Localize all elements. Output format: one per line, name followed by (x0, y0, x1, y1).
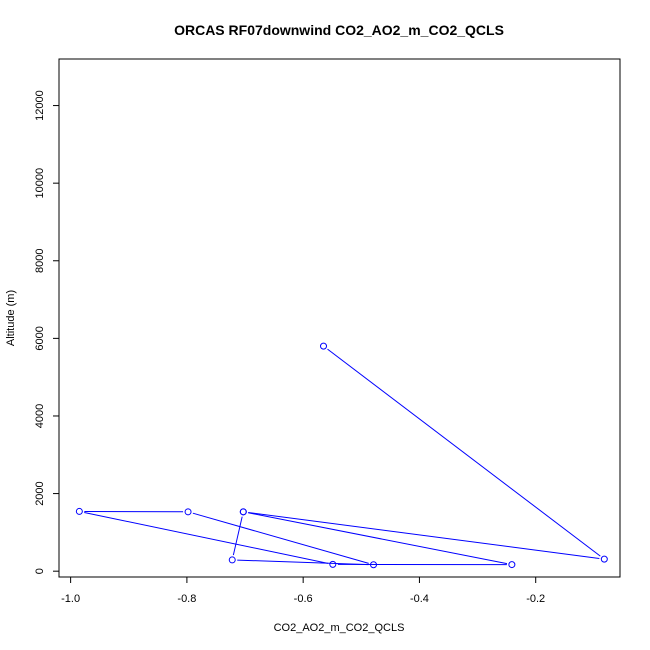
series-segment (248, 511, 600, 559)
series-segment (192, 512, 369, 564)
data-point (75, 507, 83, 515)
data-point (370, 561, 378, 569)
y-tick-label: 12000 (34, 90, 46, 121)
y-tick-label: 10000 (34, 168, 46, 199)
data-point (329, 560, 337, 568)
data-point (600, 555, 608, 563)
y-axis-label: Altitude (m) (5, 290, 17, 346)
x-tick-label: -0.4 (410, 593, 429, 605)
y-axis: 0 2000 4000 6000 8000 10000 12000 (34, 90, 60, 574)
y-tick-label: 6000 (34, 326, 46, 350)
series-segment (232, 516, 243, 556)
y-tick-label: 8000 (34, 249, 46, 273)
y-tick-label: 2000 (34, 481, 46, 505)
x-tick-label: -1.0 (61, 593, 80, 605)
data-point (508, 561, 516, 569)
chart-title: ORCAS RF07downwind CO2_AO2_m_CO2_QCLS (174, 22, 504, 38)
y-tick-label: 4000 (34, 404, 46, 428)
series-segment (248, 512, 508, 565)
x-axis: -1.0 -0.8 -0.6 -0.4 -0.2 (61, 576, 545, 605)
x-tick-label: -0.6 (294, 593, 313, 605)
data-point (184, 508, 192, 516)
data-point (320, 342, 328, 350)
y-tick-label: 0 (34, 568, 46, 574)
series-segment (327, 348, 601, 557)
plot-frame (58, 58, 621, 578)
x-axis-label: CO2_AO2_m_CO2_QCLS (274, 622, 405, 634)
series-layer (75, 342, 608, 569)
series-segment (84, 511, 329, 564)
data-point (228, 556, 236, 564)
x-tick-label: -0.2 (526, 593, 545, 605)
x-tick-label: -0.8 (177, 593, 196, 605)
series-segment (237, 559, 369, 566)
data-point (239, 508, 247, 516)
